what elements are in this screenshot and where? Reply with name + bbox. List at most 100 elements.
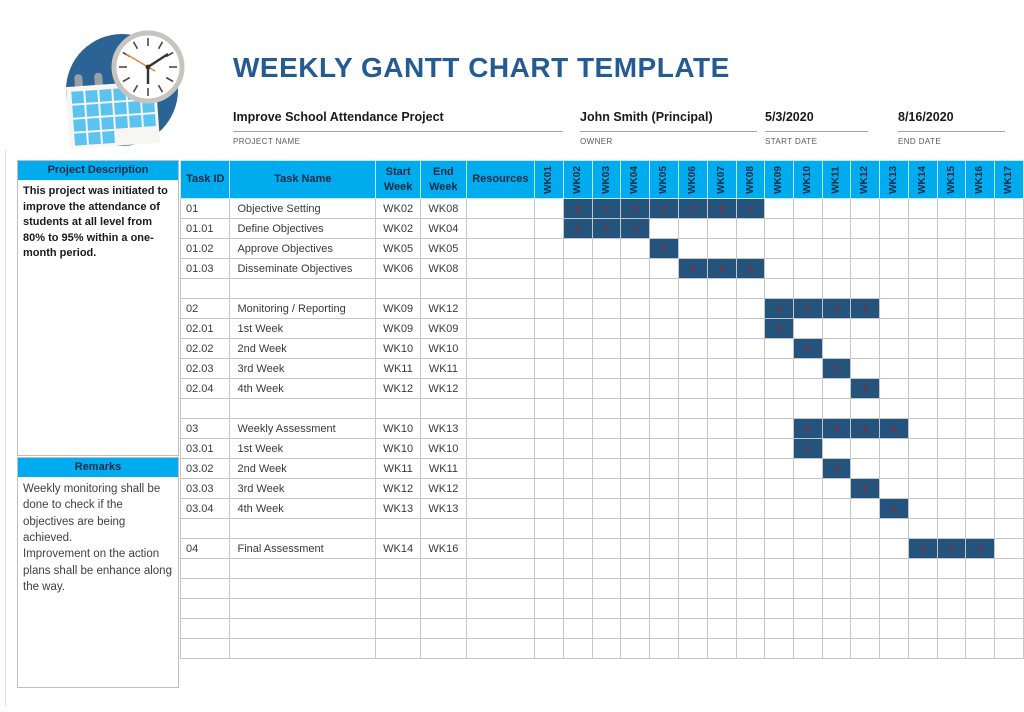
gantt-cell [764,198,795,219]
gantt-cell [649,478,679,499]
empty-row [179,578,1024,599]
gantt-cell [562,298,593,319]
gantt-cell [793,538,823,559]
gantt-cell [907,398,938,419]
gantt-cell [649,558,679,579]
gantt-cell [907,438,938,459]
start-date-label: START DATE [765,137,818,146]
gantt-cell [878,598,909,619]
end-week-cell [420,558,467,579]
sidebar: Project Description This project was ini… [17,160,179,688]
gantt-cell [965,298,996,319]
gantt-cell [936,358,967,379]
gantt-cell [994,258,1024,279]
start-week-cell: WK12 [375,478,422,499]
task-row: 03.02 2nd Week WK11 WK11 1 [179,458,1024,479]
remarks-section: Remarks Weekly monitoring shall be done … [17,457,179,688]
gantt-cell [649,418,679,439]
task-name-cell: Disseminate Objectives [229,258,377,279]
task-row: 04 Final Assessment WK14 WK16 1 1 1 [179,538,1024,559]
gantt-cell [850,538,880,559]
gantt-cell [994,518,1024,539]
task-name-cell: 3rd Week [229,358,377,379]
task-id-cell: 02 [179,298,231,319]
start-date-value: 5/3/2020 [765,110,814,124]
gantt-bar-cell: 1 [850,418,880,439]
task-id-cell [179,618,231,639]
gantt-cell [591,338,622,359]
gantt-cell [562,318,593,339]
gantt-cell [936,598,967,619]
start-week-cell: WK02 [375,198,422,219]
remarks-text: Weekly monitoring shall be done to check… [23,483,172,593]
gantt-cell [965,258,996,279]
resources-cell [465,258,535,279]
underline [233,131,563,132]
calendar-clock-icon [65,30,185,149]
gantt-bar-cell: 1 [821,298,852,319]
start-week-cell: WK05 [375,238,422,259]
gantt-cell [735,458,766,479]
gantt-cell [677,538,708,559]
week-column-header: WK02 [562,160,593,199]
gantt-cell [878,398,909,419]
gantt-cell [994,358,1024,379]
gantt-cell [533,558,564,579]
gantt-bar-cell: 1 [649,198,679,219]
gantt-cell [850,198,880,219]
gantt-bar-cell: 1 [591,218,622,239]
gantt-cell [620,558,651,579]
task-row: 02.02 2nd Week WK10 WK10 1 [179,338,1024,359]
start-week-cell: WK10 [375,418,422,439]
gantt-cell [620,238,651,259]
task-id-cell: 02.02 [179,338,231,359]
end-week-cell: WK04 [420,218,467,239]
gantt-cell [591,258,622,279]
gantt-cell [764,578,795,599]
gantt-cell [764,618,795,639]
gantt-cell [735,318,766,339]
gantt-cell [562,418,593,439]
gantt-cell [533,478,564,499]
gantt-bar-cell: 1 [907,538,938,559]
gantt-cell [793,638,823,659]
gantt-cell [706,418,737,439]
task-row: 03 Weekly Assessment WK10 WK13 1 1 1 1 [179,418,1024,439]
gantt-cell [735,478,766,499]
gantt-cell [764,638,795,659]
gantt-cell [591,358,622,379]
gantt-cell [533,278,564,299]
gantt-cell [878,278,909,299]
gantt-cell [936,258,967,279]
gantt-cell [735,538,766,559]
project-description-text: This project was initiated to improve th… [23,185,168,260]
end-week-cell: WK11 [420,458,467,479]
task-name-cell [229,398,377,419]
gantt-cell [677,278,708,299]
gantt-cell [764,358,795,379]
gantt-cell [620,398,651,419]
gantt-cell [620,438,651,459]
gantt-bar-cell: 1 [677,198,708,219]
task-row: 01.03 Disseminate Objectives WK06 WK08 1 1 1 [179,258,1024,279]
gantt-cell [793,318,823,339]
end-week-cell: WK16 [420,538,467,559]
task-name-cell: Objective Setting [229,198,377,219]
owner-field: John Smith (Principal) OWNER [580,110,757,146]
gantt-cell [850,258,880,279]
end-week-cell [420,578,467,599]
gantt-cell [907,638,938,659]
gantt-cell [907,198,938,219]
gantt-bar-cell: 1 [965,538,996,559]
owner-value: John Smith (Principal) [580,110,713,124]
gantt-cell [677,578,708,599]
resources-cell [465,278,535,299]
gantt-cell [878,338,909,359]
week-label: WK11 [830,166,842,194]
project-description-header: Project Description [18,161,178,180]
gantt-cell [649,258,679,279]
task-row: 02.03 3rd Week WK11 WK11 1 [179,358,1024,379]
gantt-cell [965,218,996,239]
empty-row [179,278,1024,299]
page-title: WEEKLY GANTT CHART TEMPLATE [233,52,730,83]
